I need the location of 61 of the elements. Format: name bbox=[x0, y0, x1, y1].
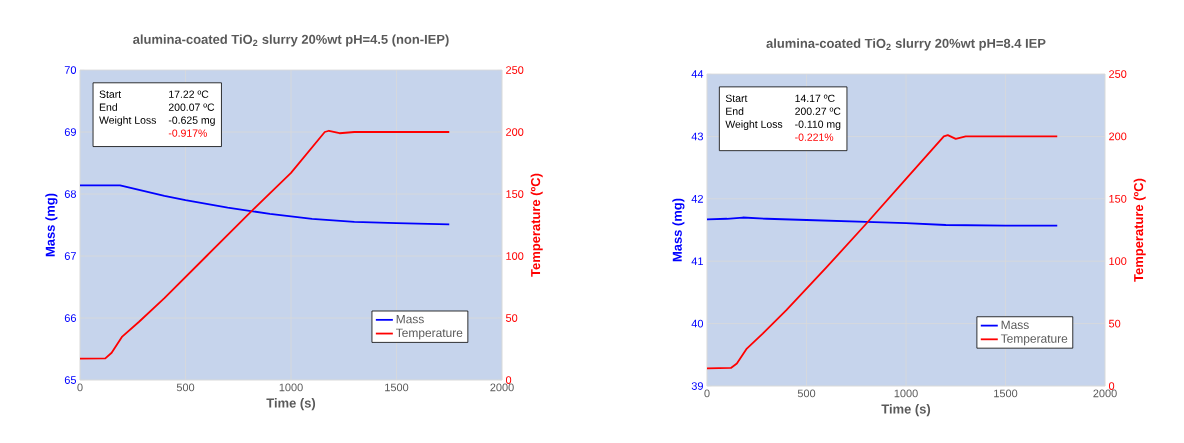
line-series bbox=[707, 216, 1059, 227]
y-axis-title: Mass (mg) bbox=[672, 198, 685, 262]
annotation: 17.22 ºC bbox=[169, 90, 209, 98]
y-tick-label: 68 bbox=[64, 190, 76, 198]
annotation: -0.917% bbox=[168, 129, 207, 137]
y2-tick-label: 0 bbox=[505, 376, 512, 384]
x-axis-title: Time (s) bbox=[881, 404, 931, 417]
x-tick-label: 500 bbox=[176, 383, 195, 392]
annotation: 200.07 ºC bbox=[168, 103, 215, 111]
annotation: -0.221% bbox=[795, 133, 834, 141]
y2-tick-label: 250 bbox=[506, 66, 524, 74]
x-tick-label: 500 bbox=[797, 389, 816, 398]
x-tick-label: 0 bbox=[704, 389, 710, 398]
y2-tick-label: 200 bbox=[506, 128, 524, 136]
annotation: End bbox=[726, 107, 744, 115]
annotation: -0.110 mg bbox=[795, 120, 841, 130]
y2-tick-label: 50 bbox=[505, 314, 518, 322]
y-tick-label: 41 bbox=[691, 257, 703, 265]
annotation: Start bbox=[99, 90, 122, 98]
annotation: 200.27 ºC bbox=[795, 107, 841, 115]
y2-axis-title: Temperature (ºC) bbox=[530, 173, 543, 277]
x-tick-label: 1500 bbox=[385, 383, 409, 392]
annotation: End bbox=[99, 103, 117, 111]
chart-title: alumina-coated TiO$_{2}$ slurry 20%wt pH=8.4 IEP bbox=[766, 38, 1046, 51]
x-tick-label: 0 bbox=[77, 383, 83, 392]
y2-axis-title: Temperature (ºC) bbox=[1133, 178, 1146, 282]
y-tick-label: 42 bbox=[691, 194, 703, 203]
y2-tick-label: 50 bbox=[1108, 319, 1121, 328]
annotation: -0.625 mg bbox=[168, 116, 215, 126]
y-tick-label: 67 bbox=[64, 252, 76, 260]
y-tick-label: 65 bbox=[64, 376, 77, 384]
y2-tick-label: 200 bbox=[1109, 132, 1127, 141]
chart-title: alumina-coated TiO$_{2}$ slurry 20%wt pH=4.5 (non-IEP) bbox=[133, 34, 449, 47]
x-tick-label: 1500 bbox=[994, 389, 1018, 398]
y-tick-label: 66 bbox=[64, 314, 76, 322]
y2-tick-label: 100 bbox=[1109, 257, 1127, 266]
x-tick-label: 1000 bbox=[279, 383, 303, 392]
annotation: Start bbox=[725, 94, 748, 103]
legend-label: Mass bbox=[396, 315, 424, 324]
y-tick-label: 69 bbox=[64, 128, 76, 136]
legend-label: Temperature bbox=[1000, 334, 1068, 346]
x-axis-title: Time (s) bbox=[266, 398, 316, 411]
x-tick-label: 2000 bbox=[490, 383, 514, 392]
x-tick-label: 1000 bbox=[894, 389, 918, 398]
y-tick-label: 44 bbox=[691, 70, 704, 78]
legend-label: Temperature bbox=[396, 328, 463, 340]
x-tick-label: 2000 bbox=[1093, 389, 1117, 398]
annotation: Weight Loss bbox=[99, 116, 157, 126]
legend-label: Mass bbox=[1001, 320, 1029, 330]
y-tick-label: 40 bbox=[691, 319, 704, 328]
y2-tick-label: 250 bbox=[1109, 70, 1127, 78]
line-series bbox=[80, 184, 451, 226]
y-tick-label: 70 bbox=[64, 66, 77, 74]
y-axis-title: Mass (mg) bbox=[45, 193, 58, 257]
y-tick-label: 43 bbox=[691, 132, 703, 141]
annotation: 14.17 ºC bbox=[795, 94, 835, 103]
annotation: Weight Loss bbox=[725, 120, 783, 130]
y-tick-label: 39 bbox=[691, 382, 703, 390]
y2-tick-label: 150 bbox=[1109, 194, 1127, 203]
y2-tick-label: 100 bbox=[506, 252, 524, 260]
y2-tick-label: 150 bbox=[506, 190, 524, 198]
